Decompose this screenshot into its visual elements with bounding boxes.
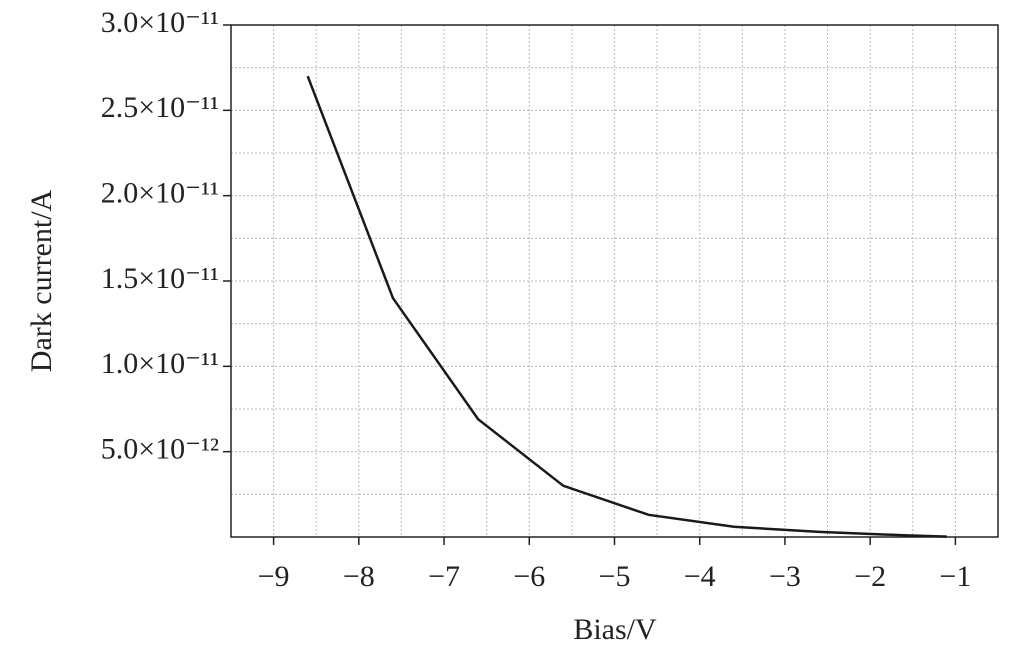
x-tick-label: −6 (513, 560, 545, 593)
plot-frame (230, 24, 999, 538)
y-tick-label: 5.0×10⁻¹² (101, 433, 219, 466)
x-tick-label: −9 (258, 560, 290, 593)
x-tick-label: −7 (428, 560, 460, 593)
x-axis-title: Bias/V (573, 613, 657, 646)
x-tick-label: −4 (684, 560, 716, 593)
x-tick-label: −8 (343, 560, 375, 593)
x-tick-label: −5 (599, 560, 631, 593)
y-axis-title: Dark current/A (25, 189, 58, 372)
x-tick-label: −2 (854, 560, 886, 593)
y-tick-label: 3.0×10⁻¹¹ (101, 6, 219, 39)
y-tick-label: 1.0×10⁻¹¹ (101, 347, 219, 380)
y-tick-label: 2.0×10⁻¹¹ (101, 177, 219, 210)
y-tick-label: 2.5×10⁻¹¹ (101, 91, 219, 124)
y-tick-label: 1.5×10⁻¹¹ (101, 262, 219, 295)
x-tick-label: −3 (769, 560, 801, 593)
x-tick-label: −1 (939, 560, 971, 593)
data-line (306, 75, 947, 538)
